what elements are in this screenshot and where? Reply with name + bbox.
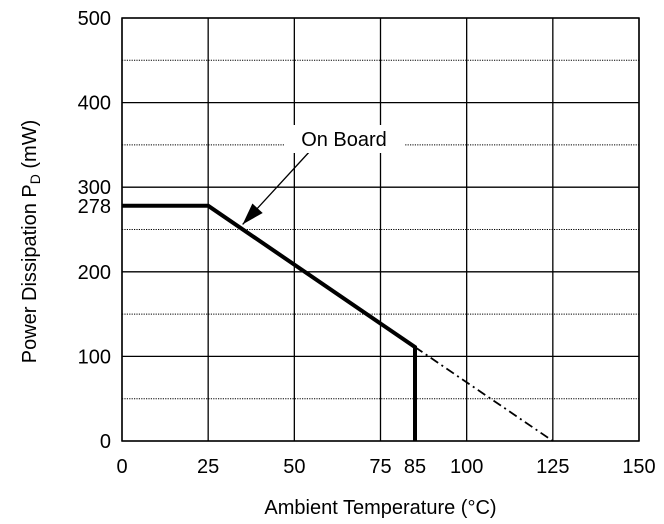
x-axis-title: Ambient Temperature (°C)	[264, 497, 496, 519]
y-tick-label: 100	[78, 346, 111, 368]
x-tick-label: 75	[369, 456, 391, 478]
y-axis-title: Power Dissipation PD (mW)	[19, 120, 43, 364]
plot-frame	[121, 17, 640, 442]
y-tick-label: 400	[78, 93, 111, 115]
x-tick-labels: 0 25 50 75 85 100 125 150	[116, 456, 655, 478]
x-tick-label: 50	[283, 456, 305, 478]
x-tick-label: 150	[622, 456, 655, 478]
x-tick-label: 100	[450, 456, 483, 478]
annotation: On Board	[242, 125, 404, 225]
annotation-arrowhead	[242, 203, 263, 225]
plot-series	[122, 203, 554, 442]
y-tick-label: 500	[78, 8, 111, 30]
y-axis-title-unit: (mW)	[19, 120, 41, 174]
y-tick-label: 300	[78, 177, 111, 199]
x-tick-label: 0	[116, 456, 127, 478]
series-line-on-board	[122, 203, 417, 441]
grid	[121, 17, 640, 442]
y-axis-title-main: Power Dissipation P	[19, 184, 41, 363]
plot-area-border	[121, 17, 640, 442]
y-tick-label: 200	[78, 262, 111, 284]
annotation-background	[284, 125, 404, 153]
x-tick-label: 85	[404, 456, 426, 478]
series-line-extrapolation	[414, 346, 554, 442]
y-tick-label: 0	[100, 431, 111, 453]
annotation-label: On Board	[301, 129, 387, 151]
y-axis-title-subscript: D	[27, 174, 43, 184]
x-tick-label: 125	[536, 456, 569, 478]
x-tick-label: 25	[197, 456, 219, 478]
y-tick-label: 278	[78, 196, 111, 218]
